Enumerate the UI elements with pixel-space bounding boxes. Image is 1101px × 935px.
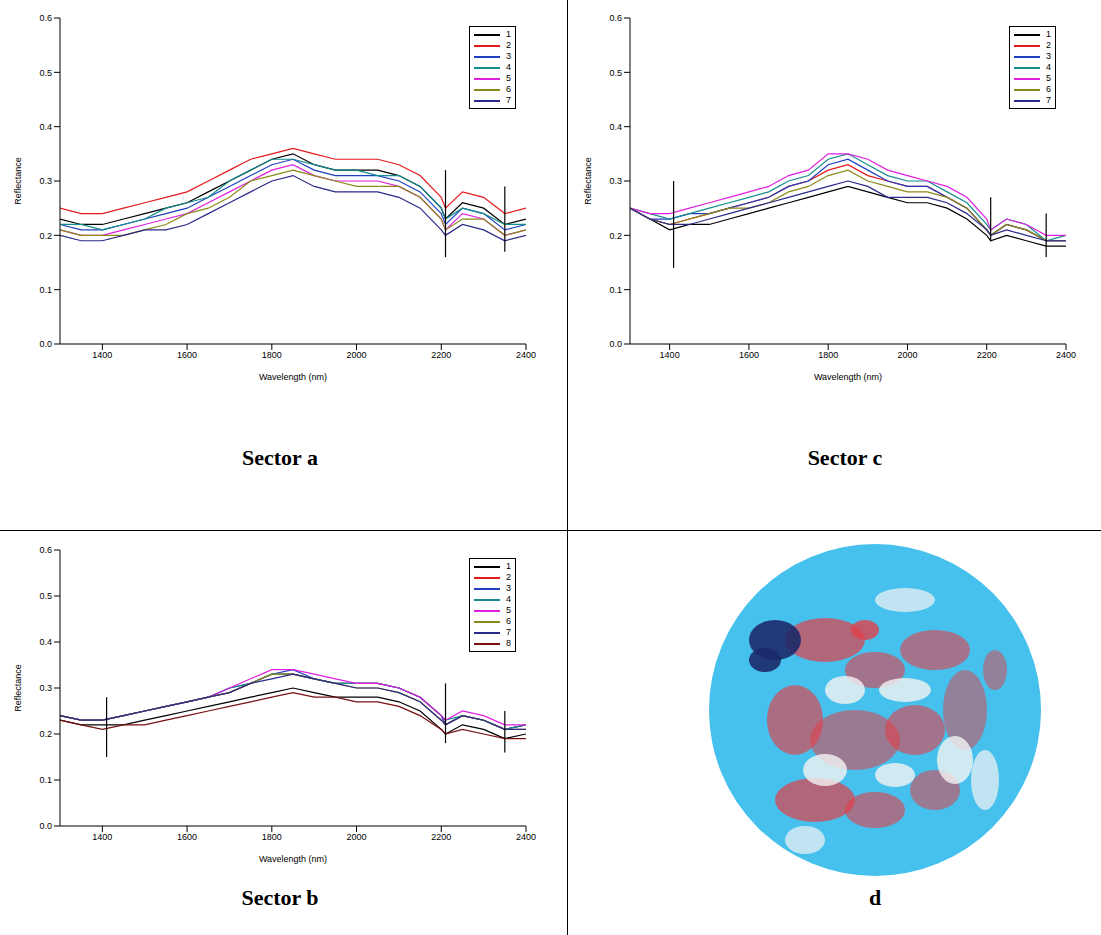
svg-text:Reflectance: Reflectance [13, 664, 23, 712]
html-text:4: 4 [506, 62, 511, 72]
html-text:5: 5 [506, 73, 511, 83]
svg-text:0.6: 0.6 [39, 545, 52, 555]
svg-text:2400: 2400 [516, 832, 536, 842]
svg-text:1800: 1800 [818, 350, 838, 360]
html-text:d: d [868, 885, 882, 910]
html-text:6: 6 [506, 616, 511, 626]
svg-text:Wavelength (nm): Wavelength (nm) [259, 854, 327, 864]
svg-text:0.1: 0.1 [609, 285, 622, 295]
html-text:8: 8 [506, 638, 511, 648]
svg-text:2200: 2200 [977, 350, 997, 360]
html-text:Sector a: Sector a [242, 445, 318, 470]
svg-text:1800: 1800 [262, 350, 282, 360]
html-text:7: 7 [1046, 95, 1051, 105]
svg-text:2200: 2200 [431, 350, 451, 360]
html-text:1: 1 [506, 561, 511, 571]
svg-text:0.5: 0.5 [609, 68, 622, 78]
svg-text:0.2: 0.2 [39, 729, 52, 739]
html-text:4: 4 [506, 594, 511, 604]
svg-text:0.4: 0.4 [39, 637, 52, 647]
html-text:5: 5 [506, 605, 511, 615]
svg-text:0.5: 0.5 [39, 591, 52, 601]
svg-text:Reflectance: Reflectance [13, 157, 23, 205]
svg-text:1600: 1600 [177, 350, 197, 360]
html-text:4: 4 [1046, 62, 1051, 72]
svg-text:0.2: 0.2 [39, 231, 52, 241]
svg-text:1800: 1800 [262, 832, 282, 842]
html-text:2: 2 [506, 40, 511, 50]
svg-text:2400: 2400 [1056, 350, 1076, 360]
svg-text:0.3: 0.3 [609, 176, 622, 186]
svg-text:0.1: 0.1 [39, 775, 52, 785]
html-text:1: 1 [1046, 29, 1051, 39]
svg-text:0.0: 0.0 [39, 339, 52, 349]
svg-text:1400: 1400 [92, 350, 112, 360]
svg-text:0.0: 0.0 [609, 339, 622, 349]
svg-text:Wavelength (nm): Wavelength (nm) [259, 372, 327, 382]
svg-text:1600: 1600 [739, 350, 759, 360]
html-text:5: 5 [1046, 73, 1051, 83]
html-text:Sector b: Sector b [241, 885, 319, 910]
html-text:3: 3 [1046, 51, 1051, 61]
svg-text:Wavelength (nm): Wavelength (nm) [814, 372, 882, 382]
svg-text:0.4: 0.4 [609, 122, 622, 132]
svg-text:1400: 1400 [92, 832, 112, 842]
html-text:2: 2 [506, 572, 511, 582]
svg-text:0.3: 0.3 [39, 683, 52, 693]
svg-text:2000: 2000 [897, 350, 917, 360]
svg-text:1400: 1400 [660, 350, 680, 360]
svg-text:0.6: 0.6 [609, 13, 622, 23]
svg-text:0.2: 0.2 [609, 231, 622, 241]
html-text:Sector c: Sector c [807, 445, 883, 470]
html-text:7: 7 [506, 627, 511, 637]
svg-text:2000: 2000 [347, 832, 367, 842]
svg-text:0.3: 0.3 [39, 176, 52, 186]
svg-text:2200: 2200 [431, 832, 451, 842]
html-text:2: 2 [1046, 40, 1051, 50]
svg-text:2000: 2000 [347, 350, 367, 360]
svg-text:2400: 2400 [516, 350, 536, 360]
html-text:3: 3 [506, 51, 511, 61]
svg-text:0.0: 0.0 [39, 821, 52, 831]
html-text:7: 7 [506, 95, 511, 105]
html-text:1: 1 [506, 29, 511, 39]
svg-text:0.5: 0.5 [39, 68, 52, 78]
svg-text:1600: 1600 [177, 832, 197, 842]
svg-text:0.4: 0.4 [39, 122, 52, 132]
html-text:6: 6 [506, 84, 511, 94]
html-text:6: 6 [1046, 84, 1051, 94]
svg-text:0.1: 0.1 [39, 285, 52, 295]
svg-text:Reflectance: Reflectance [583, 157, 593, 205]
html-text:3: 3 [506, 583, 511, 593]
svg-text:0.6: 0.6 [39, 13, 52, 23]
